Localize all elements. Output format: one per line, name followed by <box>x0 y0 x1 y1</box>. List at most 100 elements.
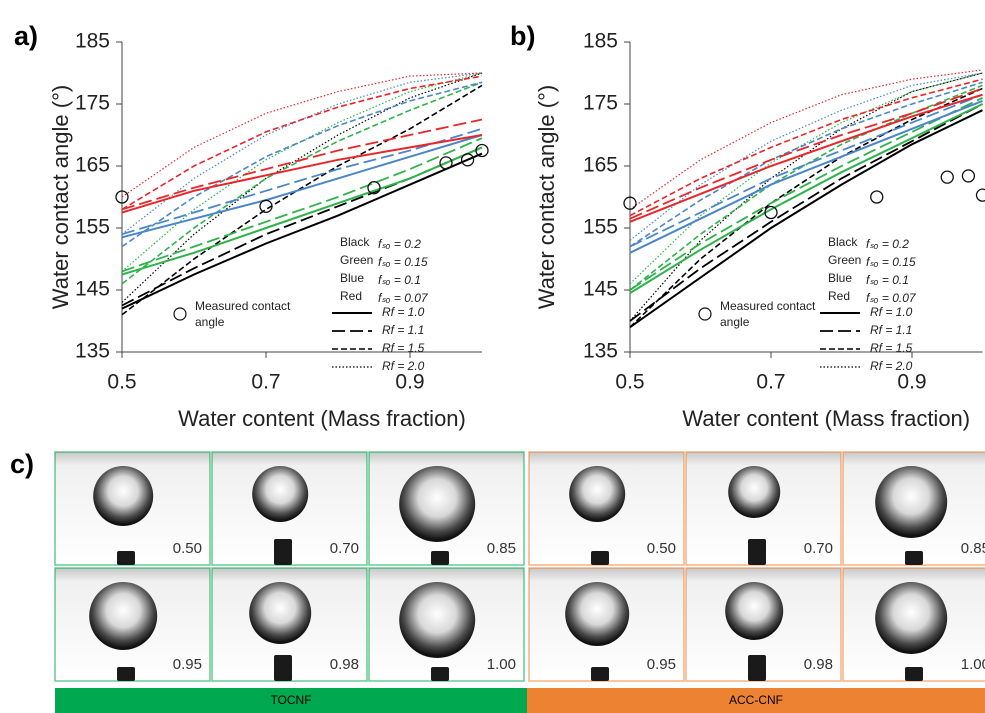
panel-label: a) <box>14 21 38 51</box>
legend-color-name: Green <box>828 253 861 267</box>
needle <box>905 551 923 565</box>
needle <box>431 551 449 565</box>
curve <box>121 137 483 273</box>
droplet <box>399 582 476 658</box>
y-tick-label: 135 <box>75 340 110 363</box>
x-tick-label: 0.7 <box>251 371 280 394</box>
legend-style-label: Rf = 1.5 <box>382 341 425 355</box>
droplet-image: 1.00 <box>842 567 985 682</box>
group-name: ACC-CNF <box>729 693 783 707</box>
legend-color-name: Black <box>828 235 858 249</box>
legend-measured-marker <box>698 307 712 321</box>
curve <box>629 87 983 328</box>
curve <box>629 99 983 254</box>
panel-label: c) <box>10 449 34 479</box>
needle <box>274 539 292 565</box>
water-fraction-label: 0.85 <box>961 540 985 557</box>
needle <box>591 551 609 565</box>
legend-color-name: Red <box>340 289 362 303</box>
y-tick-label: 165 <box>583 154 618 177</box>
legend-measured-label: Measured contact <box>720 299 816 313</box>
legend-color-name: Black <box>340 235 370 249</box>
curve <box>121 118 483 211</box>
curve <box>629 69 983 210</box>
needle <box>117 667 135 681</box>
curve <box>121 72 483 272</box>
curve <box>121 72 483 198</box>
measured-point <box>764 205 778 220</box>
water-fraction-label: 0.98 <box>804 656 833 673</box>
x-tick-label: 0.5 <box>107 371 136 394</box>
curve <box>121 81 483 248</box>
measured-point <box>961 169 976 183</box>
y-tick-label: 155 <box>75 216 110 239</box>
legend-color-name: Green <box>340 253 373 267</box>
water-fraction-label: 0.95 <box>647 656 676 673</box>
curve <box>629 72 983 285</box>
needle <box>748 655 766 681</box>
droplet-image: 0.98 <box>211 567 368 682</box>
measured-point <box>975 188 985 202</box>
droplet-image: 0.95 <box>54 567 211 682</box>
y-tick-label: 185 <box>75 30 110 53</box>
legend-color-name: Blue <box>828 271 852 285</box>
measured-point <box>259 199 273 213</box>
curve <box>629 93 983 223</box>
needle <box>274 655 292 681</box>
legend-color-name: Red <box>828 289 850 303</box>
measured-point <box>460 153 475 167</box>
curve <box>629 103 983 322</box>
droplet-image: 0.85 <box>368 451 525 566</box>
water-fraction-label: 0.95 <box>173 656 202 673</box>
measured-point <box>475 143 489 158</box>
droplet-image: 0.70 <box>685 451 842 566</box>
legend-f-label: fₛₒ = 0.2 <box>378 237 421 251</box>
chart: b) 135 145 155 165 175 185 0.5 0.7 0.9 Water conte… <box>510 21 985 431</box>
droplet <box>89 582 158 650</box>
curve <box>629 72 983 322</box>
group-name: TOCNF <box>270 693 311 707</box>
legend-color-name: Blue <box>340 271 364 285</box>
legend-f-label: fₛₒ = 0.15 <box>378 255 428 269</box>
legend-f-label: fₛₒ = 0.07 <box>378 291 429 305</box>
curve <box>121 134 483 239</box>
curve <box>629 72 983 241</box>
legend-measured-marker <box>173 307 187 321</box>
legend-f-label: fₛₒ = 0.07 <box>866 291 917 305</box>
curve <box>629 109 983 329</box>
x-tick-label: 0.7 <box>756 371 785 394</box>
water-fraction-label: 0.70 <box>330 540 359 557</box>
curve <box>121 146 483 276</box>
y-tick-label: 135 <box>583 340 618 363</box>
legend-style-label: Rf = 1.0 <box>382 305 425 319</box>
curve <box>121 134 483 214</box>
legend-style-label: Rf = 1.1 <box>870 323 912 337</box>
droplet <box>565 582 630 646</box>
y-axis-label: Water contact angle (°) <box>48 85 73 309</box>
curve <box>121 72 483 303</box>
measured-point <box>623 196 637 210</box>
y-tick-label: 175 <box>75 92 110 115</box>
measured-point <box>870 190 884 204</box>
droplet-image: 0.98 <box>685 567 842 682</box>
y-tick-label: 175 <box>583 92 618 115</box>
measured-point <box>439 156 453 170</box>
measured-point <box>367 181 381 195</box>
legend-measured-label: angle <box>195 315 225 329</box>
water-fraction-label: 0.70 <box>804 540 833 557</box>
water-fraction-label: 0.50 <box>647 540 676 557</box>
y-tick-label: 145 <box>75 278 110 301</box>
curve <box>629 78 983 217</box>
droplet-image: 0.50 <box>528 451 685 566</box>
x-tick-label: 0.9 <box>395 371 424 394</box>
curve <box>121 84 483 316</box>
x-tick-label: 0.5 <box>615 371 644 394</box>
x-axis-label: Water content (Mass fraction) <box>682 406 970 431</box>
needle <box>117 551 135 565</box>
water-fraction-label: 1.00 <box>487 656 516 673</box>
legend-f-label: fₛₒ = 0.1 <box>378 273 421 287</box>
droplet-image: 0.85 <box>842 451 985 566</box>
y-tick-label: 165 <box>75 154 110 177</box>
droplet <box>252 466 309 522</box>
